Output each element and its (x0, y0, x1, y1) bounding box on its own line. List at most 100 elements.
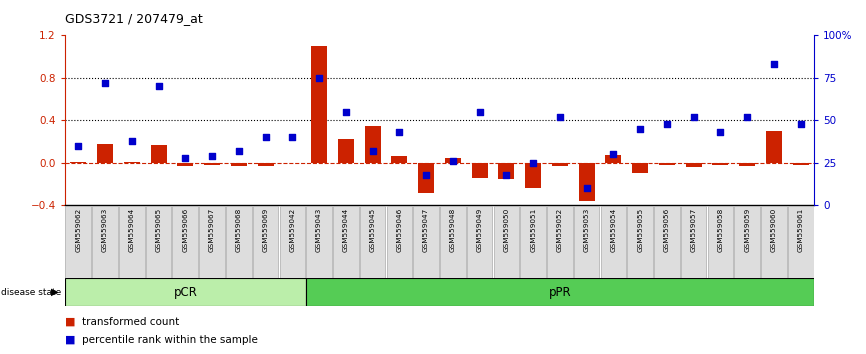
Text: GSM559058: GSM559058 (717, 207, 723, 252)
Text: GSM559060: GSM559060 (771, 207, 777, 252)
Point (579, 185, 593, 191)
Bar (494, 206, 520, 278)
Bar (333, 206, 359, 278)
Point (71, 143, 85, 149)
Bar (605, 155, 622, 163)
Text: GSM559046: GSM559046 (397, 207, 403, 252)
Point (419, 172, 433, 178)
Point (473, 109, 487, 115)
Bar (766, 131, 782, 163)
Bar (178, 163, 193, 166)
Point (633, 126, 647, 132)
Point (312, 75, 326, 81)
Bar (253, 206, 279, 278)
Text: GSM559062: GSM559062 (75, 207, 81, 252)
Bar (391, 156, 407, 163)
Bar (686, 163, 701, 167)
Text: ■: ■ (65, 335, 75, 345)
Text: GSM559052: GSM559052 (557, 207, 563, 252)
Point (606, 152, 620, 157)
Bar (472, 163, 488, 178)
Bar (520, 206, 546, 278)
Text: GSM559064: GSM559064 (129, 207, 135, 252)
Point (205, 153, 219, 159)
Text: GSM559055: GSM559055 (637, 207, 643, 252)
Bar (445, 158, 461, 163)
Text: transformed count: transformed count (82, 317, 179, 327)
Bar (338, 139, 354, 163)
Text: GSM559051: GSM559051 (530, 207, 536, 252)
Bar (600, 206, 626, 278)
Text: GSM559044: GSM559044 (343, 207, 349, 252)
Point (259, 135, 273, 140)
Text: GSM559050: GSM559050 (503, 207, 509, 252)
Bar (93, 206, 118, 278)
Text: ■: ■ (65, 317, 75, 327)
Point (660, 121, 674, 127)
Text: GSM559054: GSM559054 (611, 207, 617, 252)
Point (794, 121, 808, 127)
Text: ▶: ▶ (51, 287, 59, 297)
Text: GSM559066: GSM559066 (183, 207, 188, 252)
Bar (66, 206, 91, 278)
Bar (119, 206, 145, 278)
Point (714, 130, 727, 135)
Text: GSM559061: GSM559061 (798, 207, 804, 252)
Text: GSM559068: GSM559068 (236, 207, 242, 252)
Text: GSM559067: GSM559067 (209, 207, 215, 252)
Point (152, 84, 165, 89)
Bar (151, 145, 166, 163)
Text: percentile rank within the sample: percentile rank within the sample (82, 335, 258, 345)
Text: GSM559065: GSM559065 (156, 207, 162, 252)
Bar (65, 278, 306, 306)
Bar (307, 206, 332, 278)
Point (553, 114, 567, 120)
Text: GSM559056: GSM559056 (664, 207, 670, 252)
Point (286, 135, 300, 140)
Bar (525, 163, 541, 188)
Bar (627, 206, 653, 278)
Bar (498, 163, 514, 179)
Bar (713, 163, 728, 165)
Point (527, 160, 540, 166)
Text: GSM559049: GSM559049 (476, 207, 482, 252)
Bar (547, 206, 572, 278)
Text: GSM559042: GSM559042 (289, 207, 295, 252)
Point (687, 114, 701, 120)
Bar (311, 46, 327, 163)
Point (365, 148, 379, 154)
Bar (418, 163, 434, 193)
Bar (659, 163, 675, 165)
Bar (172, 206, 198, 278)
Bar (124, 162, 139, 163)
Text: GDS3721 / 207479_at: GDS3721 / 207479_at (65, 12, 203, 25)
Text: GSM559059: GSM559059 (744, 207, 750, 252)
Point (500, 172, 514, 178)
Text: pCR: pCR (173, 286, 197, 298)
Point (178, 155, 192, 161)
Text: GSM559057: GSM559057 (691, 207, 696, 252)
Bar (386, 206, 412, 278)
Bar (578, 163, 595, 201)
Point (740, 114, 754, 120)
Bar (761, 206, 786, 278)
Point (232, 148, 246, 154)
Text: GSM559053: GSM559053 (584, 207, 590, 252)
Text: GSM559069: GSM559069 (262, 207, 268, 252)
Bar (204, 163, 220, 165)
Text: GSM559047: GSM559047 (423, 207, 430, 252)
Bar (226, 206, 252, 278)
Point (446, 158, 460, 164)
Bar (70, 162, 87, 163)
Text: GSM559045: GSM559045 (370, 207, 376, 252)
Bar (734, 206, 760, 278)
Text: GSM559043: GSM559043 (316, 207, 322, 252)
Bar (467, 206, 493, 278)
Point (339, 109, 352, 115)
Bar (788, 206, 813, 278)
Bar (145, 206, 171, 278)
Point (98, 80, 112, 86)
Bar (632, 163, 648, 173)
Bar (365, 126, 381, 163)
Bar (792, 163, 809, 165)
